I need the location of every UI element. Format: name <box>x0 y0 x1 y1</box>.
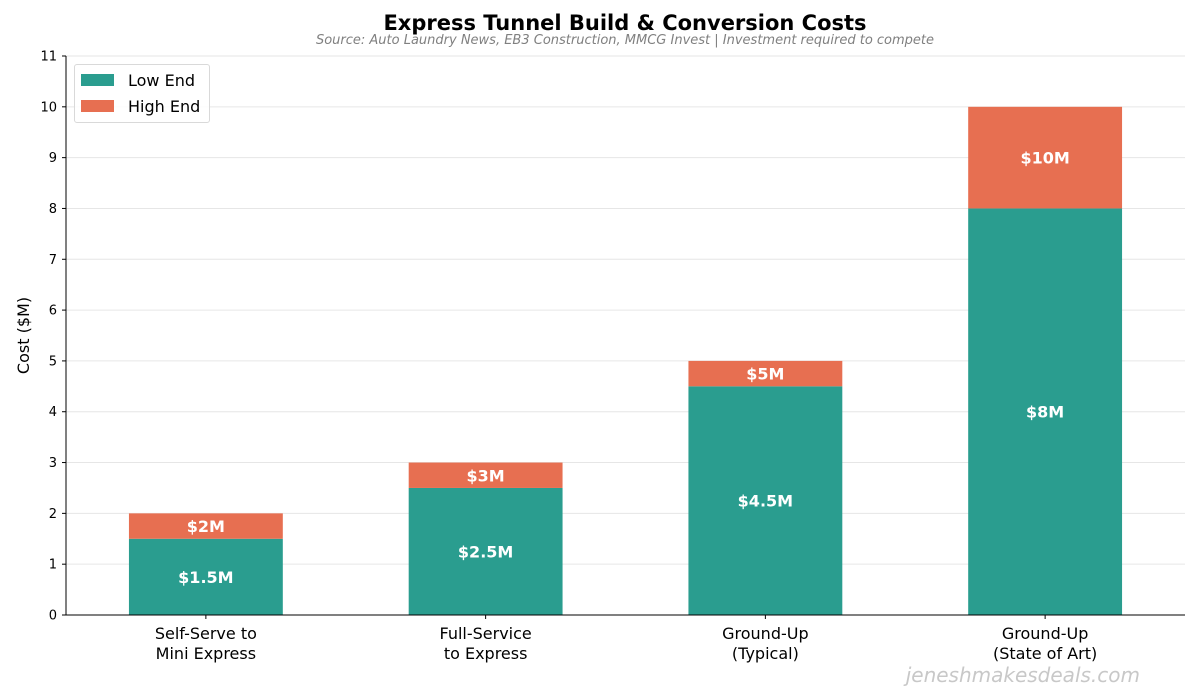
data-label-low-end: $4.5M <box>738 492 793 511</box>
bar-low-end <box>968 208 1123 616</box>
bar-high-end <box>688 360 843 387</box>
chart-title: Express Tunnel Build & Conversion Costs <box>383 11 867 35</box>
bar-high-end <box>128 513 283 539</box>
bar-low-end <box>408 487 563 615</box>
bar-high-end <box>968 106 1123 209</box>
y-axis-label: Cost ($M) <box>14 297 33 374</box>
chart-subtitle: Source: Auto Laundry News, EB3 Construct… <box>315 33 935 48</box>
y-tick-label: 11 <box>40 50 57 65</box>
legend-swatch-low-end <box>81 74 114 86</box>
y-tick-label: 0 <box>49 609 57 624</box>
bar-high-end <box>408 462 563 488</box>
y-tick-label: 10 <box>40 100 57 115</box>
legend-label-low-end: Low End <box>128 70 195 90</box>
y-tick-label: 2 <box>49 507 57 522</box>
y-tick-label: 6 <box>49 304 57 319</box>
x-tick-label: to Express <box>444 644 528 663</box>
y-tick-label: 4 <box>49 405 57 420</box>
x-tick-label: Full-Service <box>439 624 531 643</box>
x-tick-label: Self-Serve to <box>155 624 257 643</box>
data-label-low-end: $8M <box>1026 403 1064 422</box>
bar-low-end <box>128 538 283 615</box>
legend-label-high-end: High End <box>128 96 201 116</box>
data-label-low-end: $1.5M <box>178 568 233 587</box>
y-tick-label: 9 <box>49 151 57 166</box>
legend-item-low-end: Low End <box>81 70 195 90</box>
data-label-low-end: $2.5M <box>458 542 513 561</box>
bar-low-end <box>688 386 843 615</box>
data-label-high-end: $5M <box>746 365 784 384</box>
legend: Low End High End <box>74 64 210 123</box>
legend-swatch-high-end <box>81 100 114 112</box>
y-tick-label: 5 <box>49 354 57 369</box>
x-tick-label: (State of Art) <box>993 644 1097 663</box>
x-tick-label: (Typical) <box>732 644 799 663</box>
y-tick-label: 1 <box>49 558 57 573</box>
data-label-high-end: $3M <box>467 466 505 485</box>
x-tick-label: Mini Express <box>156 644 256 663</box>
x-tick-label: Ground-Up <box>1002 624 1089 643</box>
x-tick-label: Ground-Up <box>722 624 809 643</box>
legend-item-high-end: High End <box>81 96 200 116</box>
watermark: jeneshmakesdeals.com <box>905 663 1140 687</box>
y-tick-label: 7 <box>49 253 57 268</box>
data-label-high-end: $10M <box>1020 149 1069 168</box>
y-tick-label: 3 <box>49 456 57 471</box>
data-label-high-end: $2M <box>187 517 225 536</box>
y-tick-label: 8 <box>49 202 57 217</box>
